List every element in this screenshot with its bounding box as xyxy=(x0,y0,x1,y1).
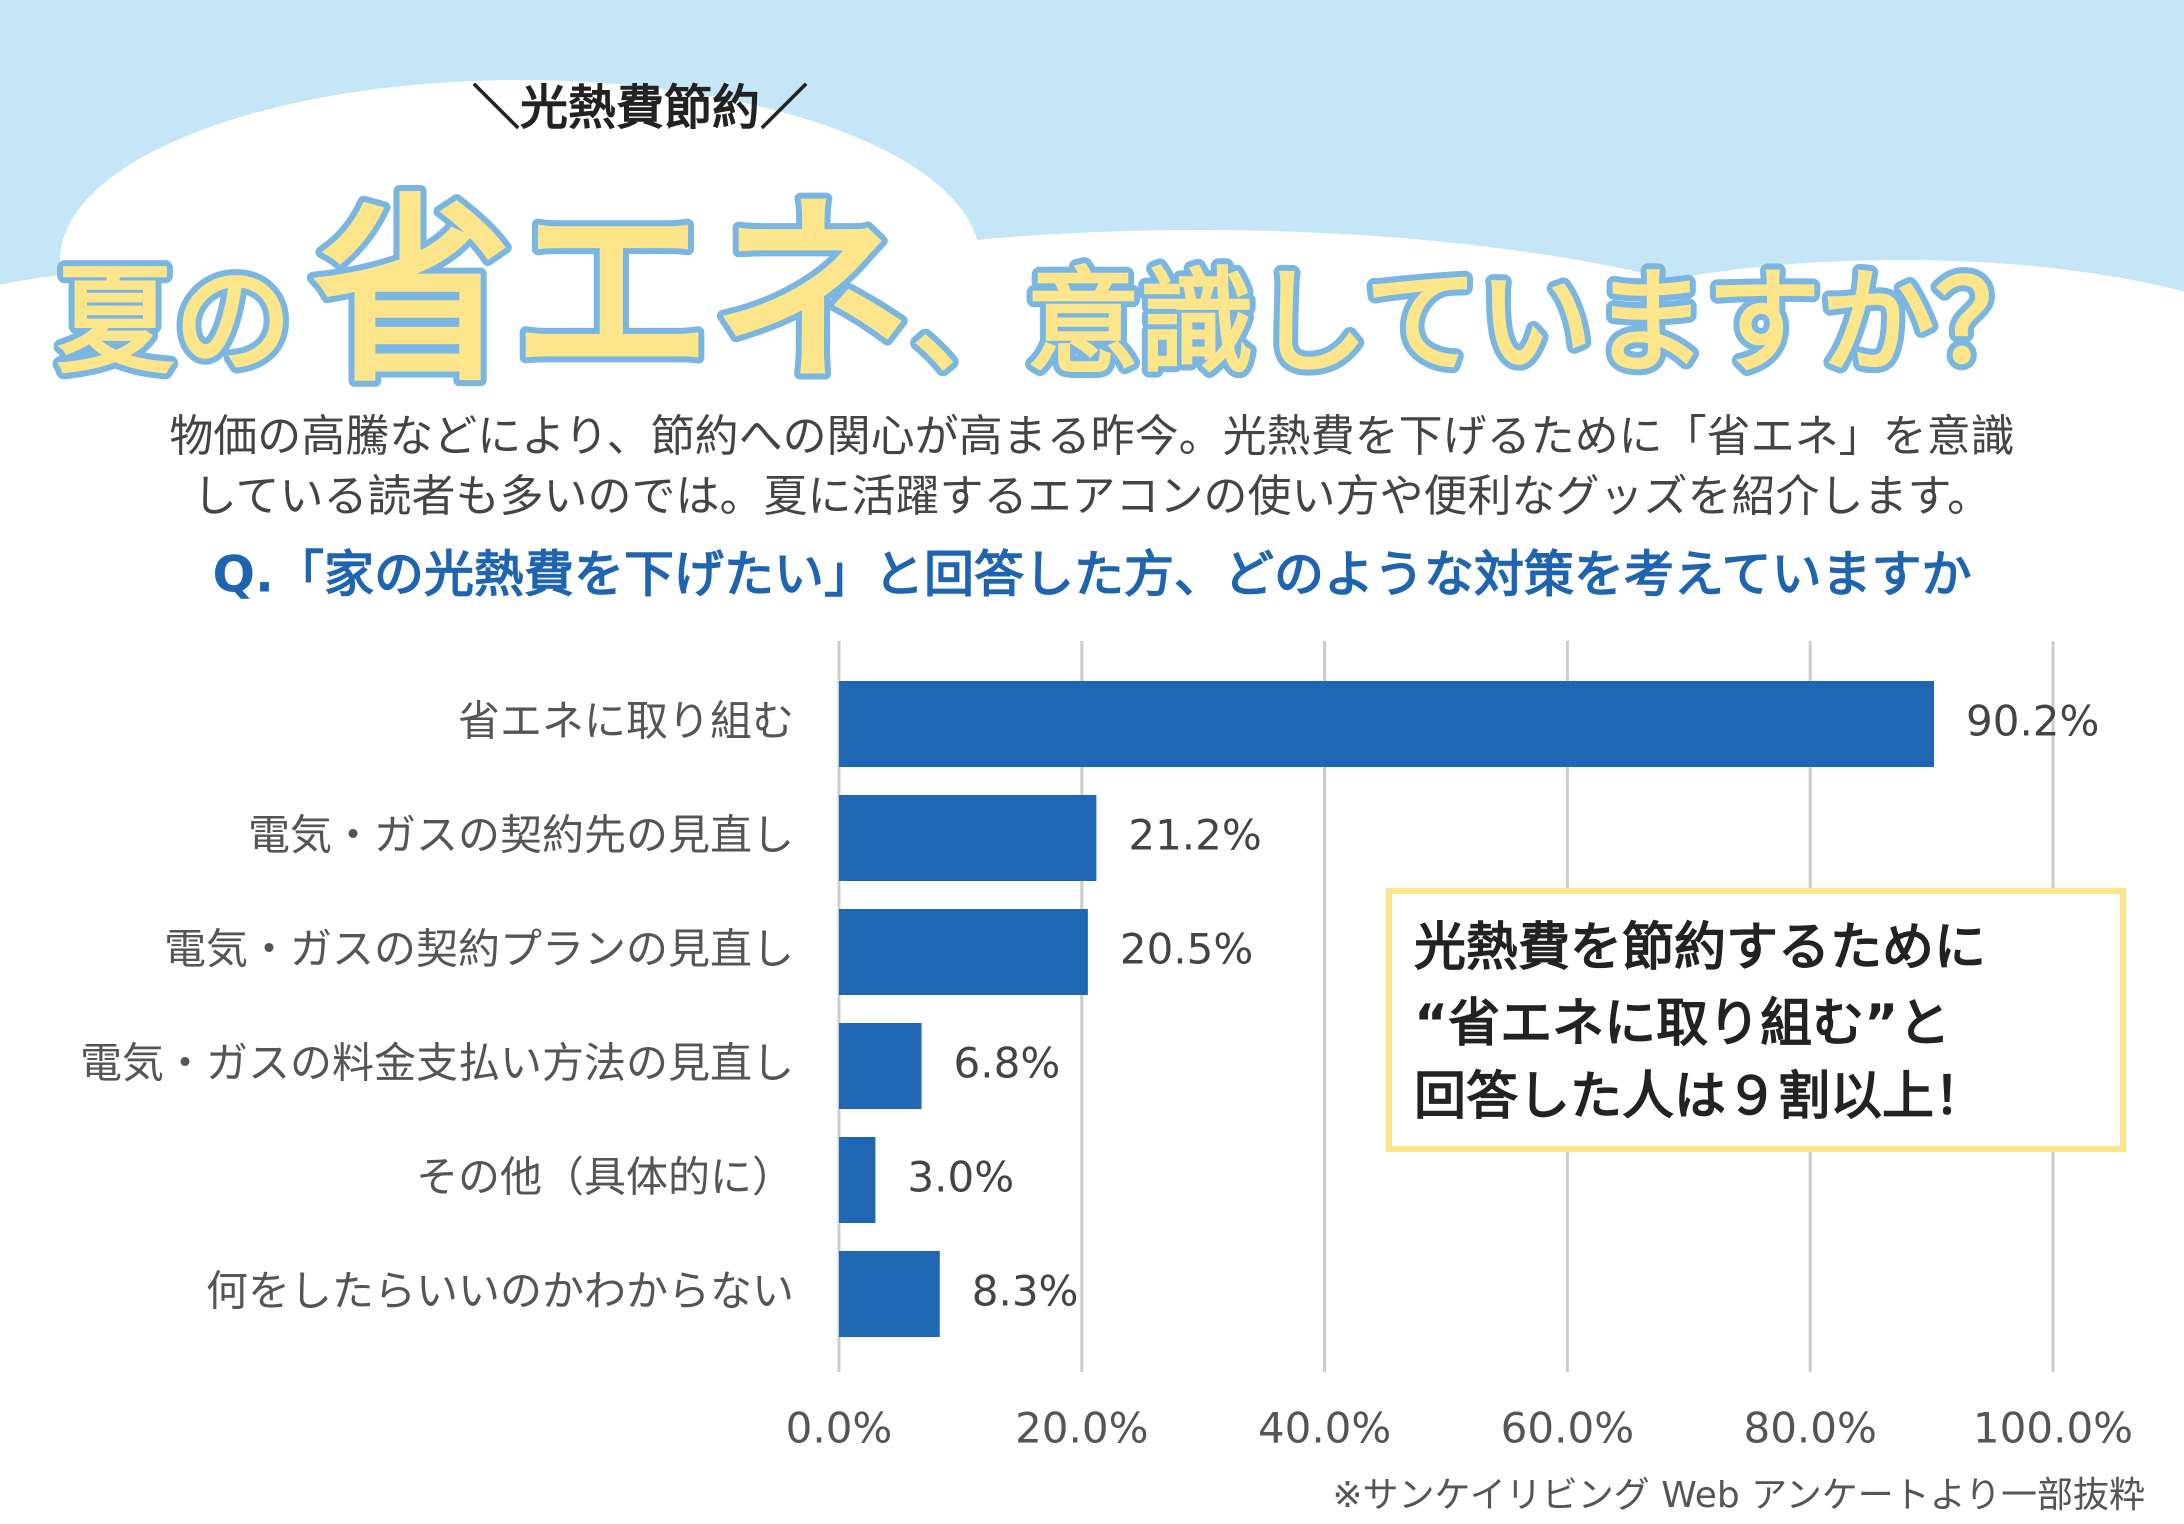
callout-box xyxy=(1386,888,2126,1152)
category-label: その他（具体的に） xyxy=(416,1153,794,1202)
chart: 0.0% 20.0% 40.0% 60.0% 80.0% 100.0% 省エネに取り組む 90… xyxy=(80,641,2133,1453)
x-tick-label: 0.0% xyxy=(786,1404,893,1453)
category-label: 電気・ガスの料金支払い方法の見直し xyxy=(80,1039,794,1088)
x-tick-label: 20.0% xyxy=(1015,1404,1148,1453)
x-tick-label: 60.0% xyxy=(1501,1404,1634,1453)
intro-line: している読者も多いのでは。夏に活躍するエアコンの使い方や便利なグッズを紹介します… xyxy=(193,471,1991,522)
category-label: 電気・ガスの契約先の見直し xyxy=(248,811,794,860)
value-label: 21.2% xyxy=(1128,811,1261,860)
category-label: 何をしたらいいのかわからない xyxy=(206,1267,794,1316)
callout-line: 光熱費を節約するために xyxy=(1414,918,1986,978)
category-label: 電気・ガスの契約プランの見直し xyxy=(164,925,794,974)
bar xyxy=(839,795,1097,881)
bar xyxy=(839,681,1935,767)
bar xyxy=(839,909,1088,995)
bar xyxy=(839,1023,922,1109)
bar xyxy=(839,1137,876,1223)
callout-line: 回答した人は９割以上！ xyxy=(1414,1067,1986,1127)
title-part: 省エネ xyxy=(312,177,912,410)
x-tick-label: 40.0% xyxy=(1258,1404,1391,1453)
intro-line: 物価の高騰などにより、節約への関心が高まる昨今。光熱費を下げるために「省エネ」を… xyxy=(169,411,2014,462)
chart-title: Q.「家の光熱費を下げたい」と回答した方、どのような対策を考えていますか xyxy=(213,546,1972,604)
title-part: 夏の xyxy=(56,252,292,390)
source: ※サンケイリビング Web アンケートより一部抜粋 xyxy=(1332,1475,2145,1516)
x-tick-label: 100.0% xyxy=(1973,1404,2133,1453)
category-label: 省エネに取り組む xyxy=(458,697,794,746)
title: 夏の 省エネ、意識していますか？ xyxy=(56,177,2049,410)
value-label: 8.3% xyxy=(972,1267,1079,1316)
bar xyxy=(839,1251,940,1337)
title-part: 、意識していますか？ xyxy=(912,256,2049,389)
callout-line: “省エネに取り組む”と xyxy=(1414,994,1950,1054)
x-tick-label: 80.0% xyxy=(1743,1404,1876,1453)
value-label: 20.5% xyxy=(1120,925,1253,974)
value-label: 90.2% xyxy=(1966,697,2099,746)
kicker: ＼光熱費節約／ xyxy=(472,80,808,136)
value-label: 6.8% xyxy=(954,1039,1061,1088)
value-label: 3.0% xyxy=(907,1153,1014,1202)
